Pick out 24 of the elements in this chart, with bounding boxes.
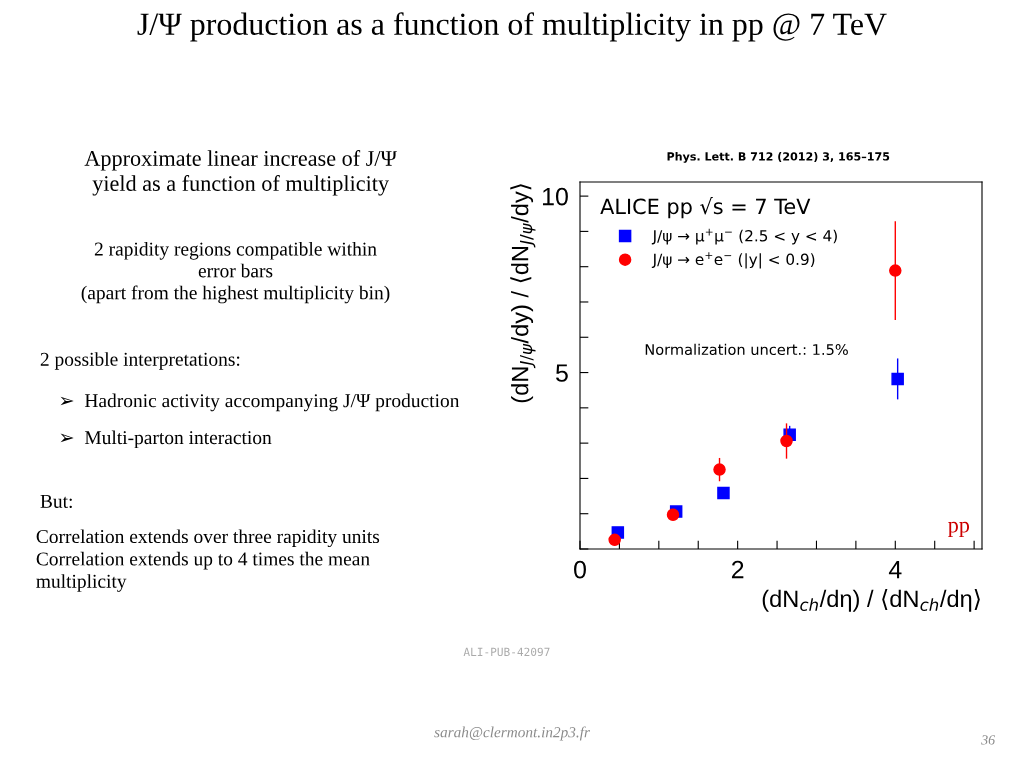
x-tick-label: 0 xyxy=(574,560,586,579)
legend-label: J/ψ → e$^{+}$e$^{−}$ (|y| < 0.9) xyxy=(651,252,815,269)
text: 36 xyxy=(981,735,996,745)
text: ➢ Hadronic activity accompanying J/Ψ production xyxy=(60,393,460,412)
legend-label: J/ψ → μ$^{+}$μ$^{−}$ (2.5 < y < 4) xyxy=(651,228,837,245)
text: Approximate linear increase of J/Ψ yield as a function of multiplicity xyxy=(84,150,397,196)
text: Phys. Lett. B 712 (2012) 3, 165–175 xyxy=(667,152,890,163)
text: Correlation extends over three rapidity units Correlation extends up to 4 times the mean multiplicity xyxy=(36,529,380,592)
annotation: Normalization uncert.: 1.5% xyxy=(645,343,848,356)
text: sarah@clermont.in2p3.fr xyxy=(434,726,590,741)
y-axis-title: (dN$_{J/ψ}$/dy) / ⟨dN$_{J/ψ}$/dy⟩ xyxy=(510,184,536,403)
text: ➢ Multi-parton interaction xyxy=(60,430,272,449)
chart-title: J/Ψ production as a function of multiplicity in pp @ 7 TeV xyxy=(137,12,887,42)
y-tick-label: 10 xyxy=(542,187,568,206)
x-tick-label: 2 xyxy=(731,560,744,579)
text: ALI-PUB-42097 xyxy=(463,647,550,657)
x-tick-label: 4 xyxy=(888,561,902,579)
annotation: pp xyxy=(948,521,970,538)
x-axis-title: (dN$_{ch}$/dη) / ⟨dN$_{ch}$/dη⟩ xyxy=(762,588,980,612)
text: But: xyxy=(40,494,72,508)
text: 2 possible interpretations: xyxy=(40,352,240,370)
annotation: ALICE pp √s = 7 TeV xyxy=(600,197,811,219)
text: 2 rapidity regions compatible within error bars (apart from the highest multiplicity bin) xyxy=(81,241,390,304)
y-tick-label: 5 xyxy=(555,364,568,382)
